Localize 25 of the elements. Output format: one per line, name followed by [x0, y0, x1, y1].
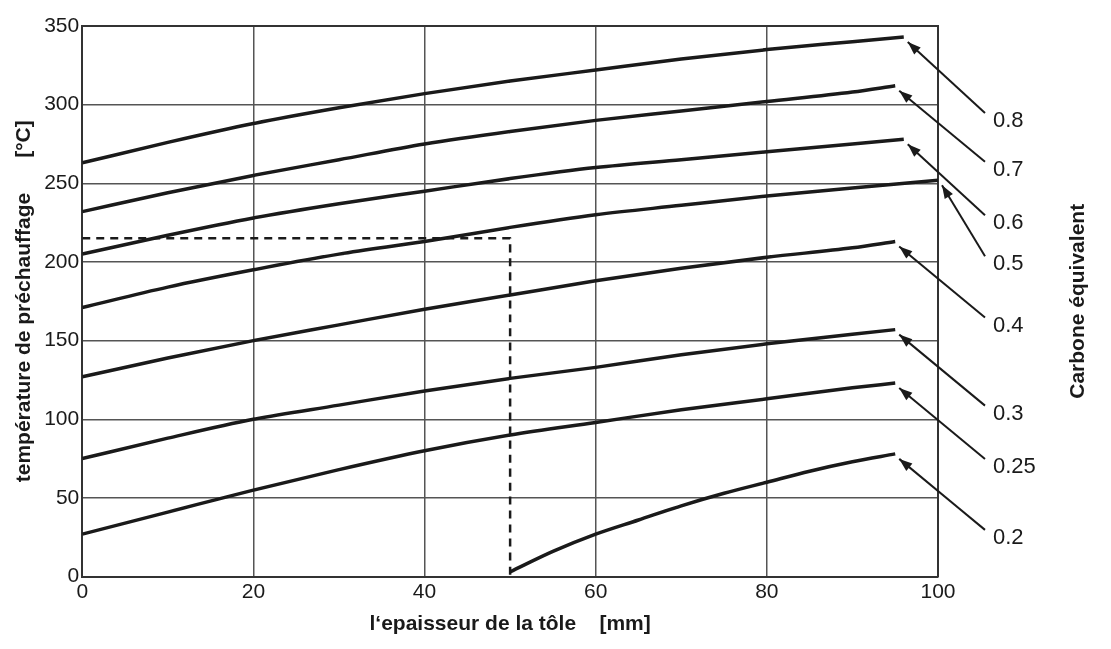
text: 0.6	[993, 209, 1024, 235]
x-tick-label: 60	[584, 579, 608, 602]
text: Carbone équivalent	[1064, 203, 1088, 399]
text: 0.25	[993, 453, 1036, 479]
y-tick-label: 50	[55, 484, 80, 508]
y-tick-label: 300	[44, 91, 80, 115]
text: 0.7	[993, 155, 1024, 181]
y-tick-label: 200	[44, 248, 80, 272]
y-tick-label: 100	[44, 406, 80, 430]
x-tick-label: 100	[920, 579, 956, 602]
text: 0.5	[993, 250, 1024, 276]
text: 0.3	[993, 399, 1024, 425]
text: 0.4	[993, 311, 1024, 337]
y-tick-label: 250	[44, 170, 80, 194]
line-series	[82, 84, 897, 214]
y-tick-label: 150	[44, 327, 80, 351]
y-axis-title: température de préchauffage [°C]	[11, 120, 35, 483]
line-series	[82, 35, 906, 165]
x-axis-title: l‘epaisseur de la tôle [mm]	[369, 611, 651, 635]
text: 0.8	[993, 107, 1024, 133]
text: 0.2	[993, 523, 1024, 549]
x-tick-label: 20	[241, 579, 266, 602]
x-tick-label: 80	[755, 579, 779, 602]
x-tick-label: 40	[412, 579, 437, 602]
y-tick-label: 350	[44, 12, 80, 36]
